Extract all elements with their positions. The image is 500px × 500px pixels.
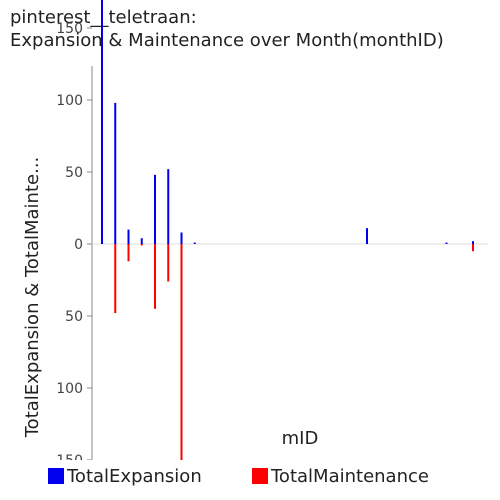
chart-plot: 2502001501005005010015020002468101214161… <box>22 0 488 460</box>
y-tick-label: 50 <box>65 309 83 325</box>
bar-total-maintenance <box>154 244 156 309</box>
y-tick-label: 50 <box>65 165 83 181</box>
y-tick-label: 150 <box>56 21 83 37</box>
y-tick-label: 150 <box>56 453 83 460</box>
bar-total-expansion <box>180 232 183 244</box>
bar-total-maintenance <box>140 244 143 246</box>
x-axis-title: mID <box>282 428 319 449</box>
bar-total-maintenance <box>472 244 474 252</box>
bar-total-expansion <box>445 242 448 244</box>
bar-total-expansion <box>472 241 474 244</box>
bar-total-expansion <box>154 174 156 244</box>
bar-total-maintenance <box>167 244 170 282</box>
bar-total-maintenance <box>180 244 183 460</box>
bar-total-expansion <box>140 238 143 244</box>
bar-total-expansion <box>114 102 117 244</box>
y-tick-label: 100 <box>56 381 83 397</box>
bar-total-maintenance <box>114 244 117 314</box>
legend-item-total-maintenance: TotalMaintenance <box>252 464 429 490</box>
legend-swatch-total-expansion <box>48 468 64 484</box>
legend-label-total-maintenance: TotalMaintenance <box>271 466 429 487</box>
chart-title-line-2: Expansion & Maintenance over Month(month… <box>10 30 444 51</box>
bar-total-expansion <box>127 229 130 244</box>
chart-bars <box>101 0 474 460</box>
chart-legend: TotalExpansion TotalMaintenance <box>0 464 500 490</box>
bar-total-maintenance <box>127 244 130 262</box>
chart-labels: 2502001501005005010015020002468101214161… <box>22 21 319 460</box>
bar-total-expansion <box>193 242 196 244</box>
y-tick-label: 100 <box>56 93 83 109</box>
bar-total-expansion <box>167 169 170 244</box>
chart-title-line-1: pinterest__teletraan: <box>10 7 197 28</box>
legend-item-total-expansion: TotalExpansion <box>48 464 202 490</box>
chart-title: pinterest__teletraan: Expansion & Mainte… <box>10 6 444 52</box>
chart-axes <box>87 27 488 460</box>
bar-total-expansion <box>366 228 368 244</box>
legend-swatch-total-maintenance <box>252 468 268 484</box>
y-tick-label: 0 <box>74 237 83 253</box>
bar-total-expansion <box>101 0 103 245</box>
y-axis-title: TotalExpansion & TotalMainte... <box>22 157 43 439</box>
legend-label-total-expansion: TotalExpansion <box>67 466 202 487</box>
